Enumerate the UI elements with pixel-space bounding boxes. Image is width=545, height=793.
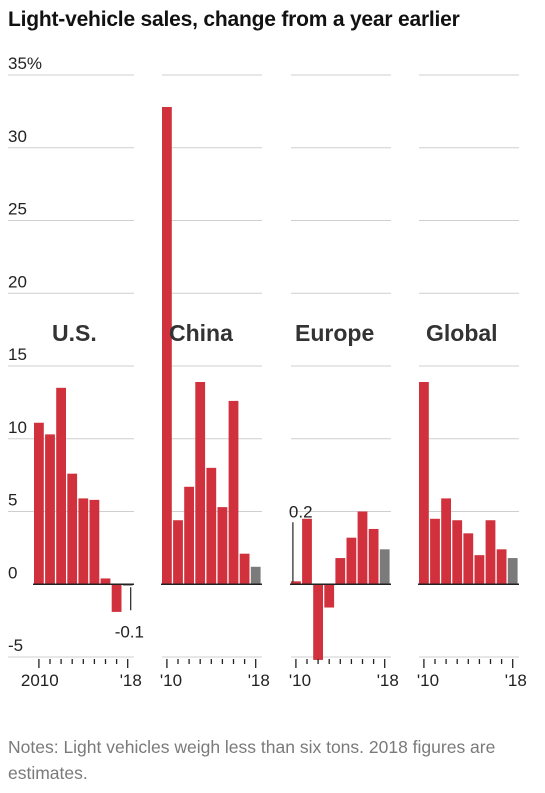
panel-us: 2010 '18 U.S. -0.1 [21,320,144,690]
panel-china: '10 '18 China [160,107,270,690]
bar [173,520,183,585]
bar [195,382,206,585]
y-tick-label: 0 [8,563,17,582]
panel-label: Global [426,320,498,346]
panel-label: Europe [295,320,374,346]
y-axis-tick-labels: 35% 30 25 20 15 10 5 0 -5 [8,54,42,655]
bar [206,467,217,585]
y-tick-label: 25 [8,200,27,219]
bar [184,486,194,585]
bar [335,558,346,585]
chart-title: Light-vehicle sales, change from a year … [8,8,460,31]
bar [452,520,463,585]
annotation-label: 0.2 [289,502,313,521]
bar [89,499,100,585]
bar [302,518,312,585]
bar [100,578,111,585]
bar [463,533,474,585]
bar [67,473,78,585]
bar [324,584,335,608]
bar [368,528,379,585]
bar [507,558,518,585]
bar [357,511,368,585]
bar [313,584,323,660]
panel-label: U.S. [52,320,97,346]
x-tick-label: '18 [248,671,270,690]
y-tick-label: 5 [8,491,17,510]
bar [45,434,55,585]
bar [379,549,390,585]
bar [346,537,357,585]
annotation-label: -0.1 [115,622,144,641]
y-tick-label: -5 [8,636,23,655]
y-tick-label: 30 [8,127,27,146]
y-tick-label: 10 [8,418,27,437]
bar [56,387,66,585]
x-tick-label: '10 [160,671,182,690]
bar [419,382,429,585]
x-tick-label: '10 [289,671,311,690]
panel-global: '10 '18 Global [417,320,527,690]
gridlines [8,74,519,658]
x-tick-label: '18 [120,671,142,690]
y-tick-label: 35% [8,54,42,73]
bar [485,520,496,585]
bar [111,584,122,612]
y-tick-label: 20 [8,272,27,291]
bar [291,581,301,585]
panel-label: China [169,320,233,346]
bar-chart: 35% 30 25 20 15 10 5 0 -5 2010 '18 U.S. -0.1 '10 '18 Ch… [8,54,527,690]
x-tick-label: '18 [377,671,399,690]
bar [162,107,172,585]
bar [430,518,440,585]
bar [78,498,89,585]
bar [34,422,44,585]
bar [474,555,485,585]
x-tick-label: '10 [417,671,439,690]
bar [441,498,451,585]
x-tick-label: '18 [505,671,527,690]
bar [217,507,228,585]
y-tick-label: 15 [8,345,27,364]
chart-notes: Notes: Light vehicles weigh less than si… [8,737,496,783]
bar [228,400,239,585]
x-tick-label: 2010 [21,671,59,690]
bar [239,553,250,585]
bar [250,566,261,585]
bar [496,549,507,585]
panel-europe: '10 '18 Europe 0.2 [289,320,399,690]
